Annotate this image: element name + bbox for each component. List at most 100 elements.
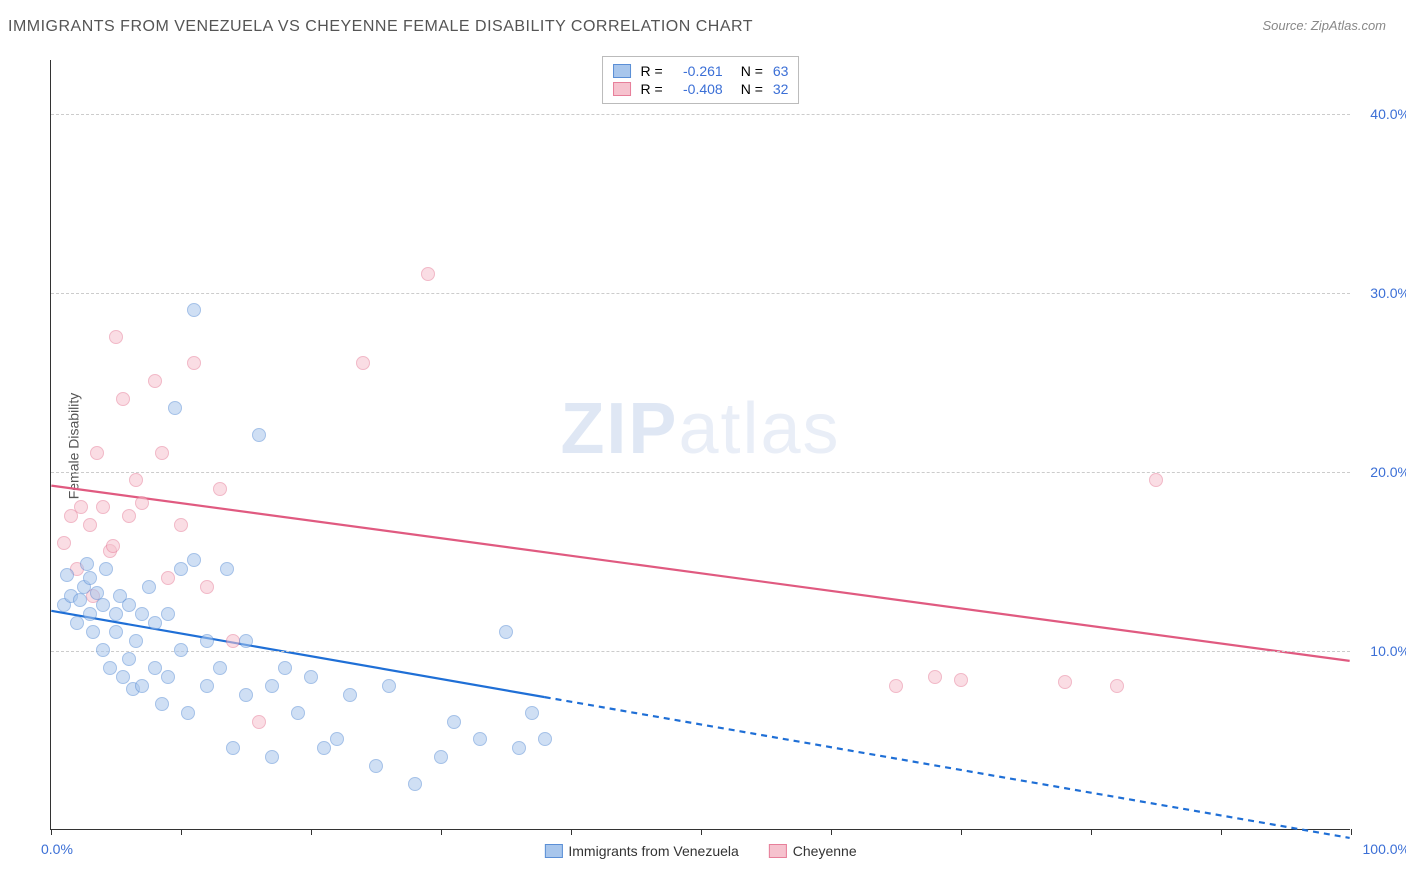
scatter-point-venezuela [83,607,97,621]
legend-series-label: Immigrants from Venezuela [568,843,738,859]
regression-lines-layer [51,60,1350,829]
scatter-point-cheyenne [155,446,169,460]
scatter-point-venezuela [148,661,162,675]
n-label: N = [741,81,763,97]
scatter-point-venezuela [434,750,448,764]
scatter-point-venezuela [382,679,396,693]
scatter-point-venezuela [70,616,84,630]
scatter-point-venezuela [200,634,214,648]
scatter-point-venezuela [155,697,169,711]
scatter-point-cheyenne [116,392,130,406]
scatter-point-cheyenne [83,518,97,532]
r-label: R = [641,81,663,97]
scatter-point-venezuela [73,593,87,607]
x-tick-mark [961,829,962,835]
n-value: 63 [773,63,789,79]
scatter-point-venezuela [96,598,110,612]
scatter-point-venezuela [122,652,136,666]
scatter-point-venezuela [86,625,100,639]
scatter-point-cheyenne [187,356,201,370]
legend-series-item: Cheyenne [769,843,857,859]
scatter-point-venezuela [265,750,279,764]
scatter-point-cheyenne [148,374,162,388]
scatter-point-venezuela [148,616,162,630]
scatter-point-cheyenne [889,679,903,693]
x-tick-mark [441,829,442,835]
scatter-point-cheyenne [109,330,123,344]
scatter-point-cheyenne [1149,473,1163,487]
gridline-h [51,114,1350,115]
scatter-point-venezuela [499,625,513,639]
scatter-point-cheyenne [90,446,104,460]
legend-series-item: Immigrants from Venezuela [544,843,738,859]
x-tick-mark [181,829,182,835]
scatter-point-cheyenne [200,580,214,594]
scatter-point-venezuela [96,643,110,657]
legend-swatch [613,64,631,78]
scatter-point-venezuela [80,557,94,571]
scatter-point-venezuela [129,634,143,648]
scatter-point-venezuela [135,607,149,621]
scatter-point-venezuela [239,688,253,702]
scatter-point-cheyenne [421,267,435,281]
legend-series: Immigrants from Venezuela Cheyenne [544,843,856,859]
scatter-point-cheyenne [122,509,136,523]
scatter-point-cheyenne [129,473,143,487]
scatter-point-venezuela [142,580,156,594]
x-tick-mark [311,829,312,835]
scatter-point-cheyenne [226,634,240,648]
n-value: 32 [773,81,789,97]
scatter-point-venezuela [174,562,188,576]
scatter-point-venezuela [291,706,305,720]
scatter-point-venezuela [226,741,240,755]
scatter-point-venezuela [168,401,182,415]
scatter-point-cheyenne [928,670,942,684]
x-tick-mark [1221,829,1222,835]
scatter-point-venezuela [116,670,130,684]
scatter-point-cheyenne [135,496,149,510]
scatter-point-cheyenne [213,482,227,496]
scatter-point-venezuela [135,679,149,693]
y-tick-label: 30.0% [1370,285,1406,301]
scatter-point-venezuela [317,741,331,755]
scatter-point-venezuela [122,598,136,612]
scatter-point-venezuela [109,625,123,639]
x-tick-mark [571,829,572,835]
gridline-h [51,651,1350,652]
r-value: -0.408 [673,81,723,97]
y-tick-label: 10.0% [1370,643,1406,659]
scatter-point-venezuela [512,741,526,755]
scatter-point-venezuela [408,777,422,791]
scatter-point-cheyenne [1110,679,1124,693]
regression-line [545,697,1350,838]
scatter-point-venezuela [83,571,97,585]
scatter-point-cheyenne [161,571,175,585]
scatter-point-venezuela [109,607,123,621]
scatter-point-cheyenne [74,500,88,514]
scatter-point-venezuela [343,688,357,702]
scatter-point-cheyenne [1058,675,1072,689]
legend-stat-row: R = -0.408 N = 32 [613,81,789,97]
scatter-point-venezuela [213,661,227,675]
legend-stat-row: R =-0.261N =63 [613,63,789,79]
x-tick-mark [51,829,52,835]
plot-area: ZIPatlas R =-0.261N =63R =-0.408N =32 Im… [50,60,1350,830]
n-label: N = [741,63,763,79]
scatter-point-venezuela [239,634,253,648]
scatter-point-cheyenne [356,356,370,370]
source-attribution: Source: ZipAtlas.com [1262,18,1386,33]
legend-swatch [544,844,562,858]
scatter-point-venezuela [103,661,117,675]
scatter-point-venezuela [187,303,201,317]
scatter-point-cheyenne [57,536,71,550]
scatter-point-venezuela [161,670,175,684]
scatter-point-venezuela [187,553,201,567]
scatter-point-venezuela [60,568,74,582]
x-tick-mark [1351,829,1352,835]
scatter-point-venezuela [473,732,487,746]
scatter-point-cheyenne [174,518,188,532]
x-tick-mark [1091,829,1092,835]
scatter-point-venezuela [447,715,461,729]
x-axis-max-label: 100.0% [1363,841,1406,857]
y-tick-label: 20.0% [1370,464,1406,480]
